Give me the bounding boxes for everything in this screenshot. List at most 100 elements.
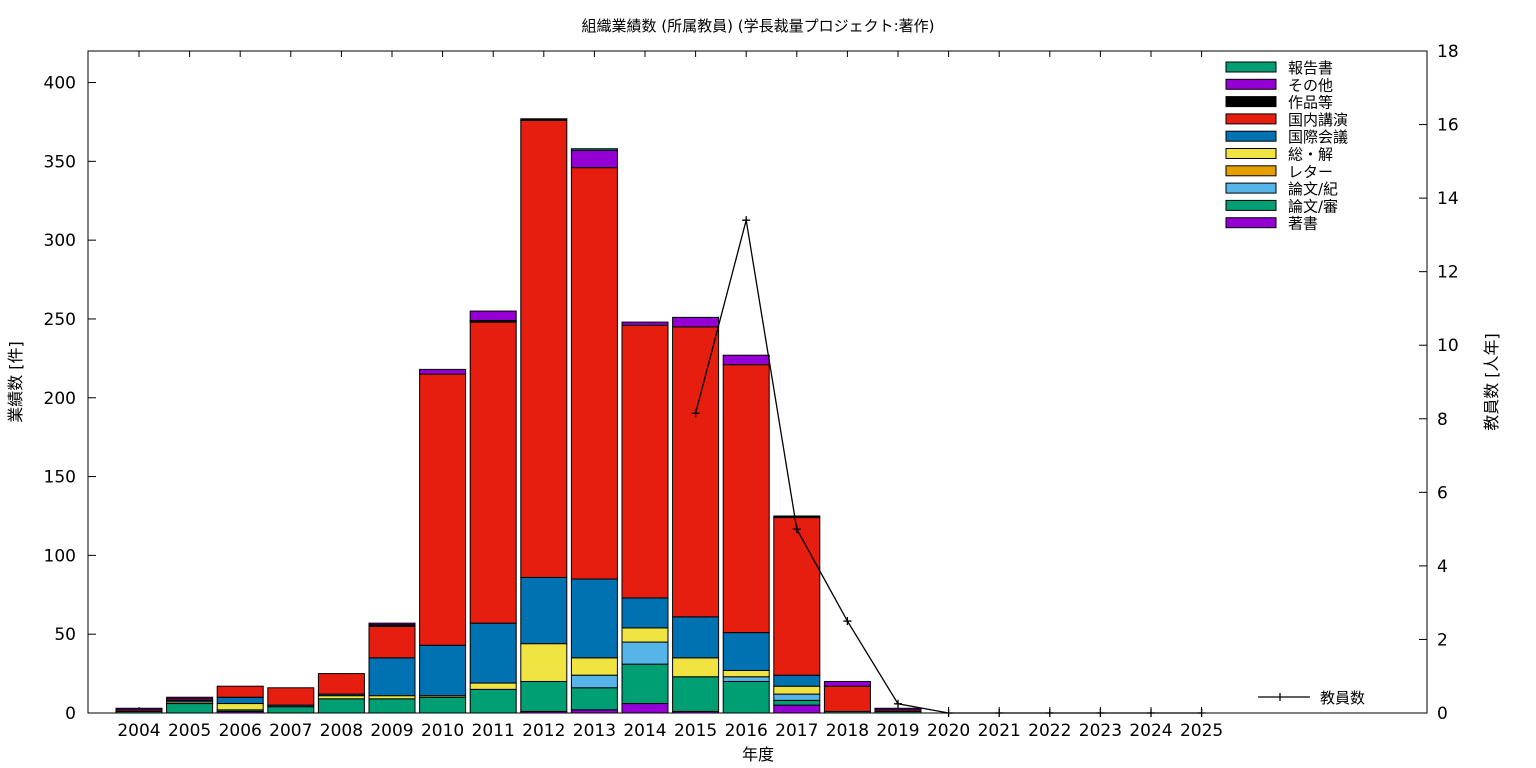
legend-label: 国際会議 [1288,128,1348,146]
bar-segment [419,368,467,375]
y2-tick-label: 16 [1437,116,1459,136]
bar-segment [520,643,568,682]
bar-segment [368,625,416,659]
x-tick-label: 2007 [269,721,312,741]
bar-segment [166,703,214,714]
line-point [843,617,852,626]
bar-segment [368,698,416,714]
line-point [995,709,1004,717]
bar-segment [570,148,618,151]
y-tick-label: 50 [54,625,76,645]
legend-swatch [1225,96,1277,108]
legend-swatch [1225,61,1277,73]
y2-tick-label: 6 [1437,483,1448,503]
legend-label: 著書 [1288,215,1318,233]
y2-tick-label: 18 [1437,42,1459,62]
x-tick-label: 2014 [623,721,666,741]
bar-segment [773,693,821,701]
bar-segment [216,696,264,705]
x-tick-label: 2013 [573,721,616,741]
line-point [1147,709,1155,717]
bar-segment [722,669,770,678]
line-point [691,409,700,418]
line-point [1197,709,1206,717]
y-tick-label: 150 [44,468,76,488]
bar-segment [570,687,618,711]
bar-segment [773,699,821,706]
y-tick-label: 250 [44,310,76,330]
bar-segment [520,119,568,578]
bar-segment [115,707,163,711]
line-point [792,525,801,534]
x-tick-label: 2020 [927,721,970,741]
bar-segment [570,149,618,169]
bar-segment [166,696,214,700]
bar-segment [469,310,517,322]
line-point [1045,709,1054,717]
y2-tick-label: 8 [1437,410,1448,430]
bar-segment [621,597,669,629]
bar-segment [722,676,770,682]
bar-segment [722,354,770,366]
bar-segment [469,622,517,684]
y2-axis-label: 教員数 [人年] [1482,333,1501,431]
bar-segment [722,632,770,671]
legend-swatch [1225,148,1277,159]
x-tick-label: 2004 [117,721,160,741]
x-tick-label: 2011 [472,721,515,741]
line-point [742,216,751,225]
bar-segment [672,676,720,712]
y2-tick-label: 0 [1437,704,1448,724]
line-point [944,709,953,717]
bar-segment [368,622,416,626]
bar-segment [317,673,365,695]
bar-segment [621,627,669,643]
bar-segment [672,326,720,618]
x-tick-label: 2010 [421,721,464,741]
y2-tick-label: 10 [1437,336,1459,356]
bar-segment [773,674,821,687]
y2-tick-label: 14 [1437,189,1459,209]
x-axis-label: 年度 [742,745,774,764]
legend-swatch [1225,165,1277,177]
legend-swatch [1225,217,1277,229]
bar-segment [520,118,568,121]
bar-segment [722,680,770,714]
x-tick-label: 2015 [674,721,717,741]
x-tick-label: 2018 [826,721,869,741]
bar-segment [570,674,618,689]
bar-segment [773,517,821,676]
bar-segment [672,657,720,678]
plot-area: 0 50 100 150 200 250 300 350 400 0 2 4 6 8 10 12 14 16 18 2… [44,42,1459,741]
legend-label: 教員数 [1320,689,1365,707]
legend-swatch [1225,78,1277,90]
y-tick-label: 350 [44,152,76,172]
legend-label: 報告書 [1288,59,1333,77]
legend-swatch [1225,199,1277,211]
x-tick-label: 2009 [370,721,413,741]
x-tick-label: 2017 [775,721,818,741]
bar-segment [267,706,315,714]
bar-segment [570,657,618,676]
legend-label: その他 [1288,76,1333,94]
legend-label: レター [1288,163,1333,181]
y2-tick-label: 12 [1437,263,1459,283]
bar-segment [773,515,821,519]
bar-segment [672,316,720,328]
x-tick-label: 2012 [522,721,565,741]
bar-segment [317,698,365,714]
bar-segment [216,685,264,698]
y2-tick-label: 4 [1437,557,1448,577]
y-tick-label: 200 [44,389,76,409]
y-tick-label: 100 [44,546,76,566]
line-point [1096,709,1105,717]
legend-label: 国内講演 [1288,111,1348,129]
bar-segment [216,703,264,711]
legend-swatch [1225,130,1277,142]
y-tick-label: 400 [44,74,76,94]
x-tick-label: 2023 [1079,721,1122,741]
bar-segment [722,364,770,634]
bar-segment [469,321,517,624]
